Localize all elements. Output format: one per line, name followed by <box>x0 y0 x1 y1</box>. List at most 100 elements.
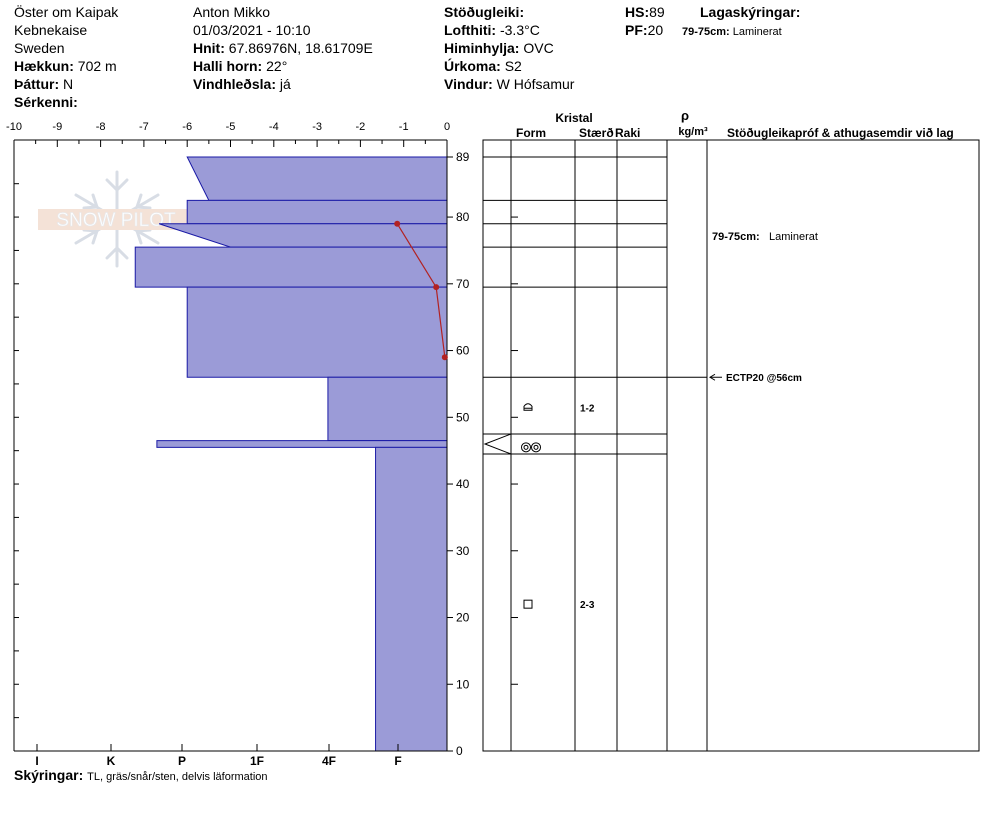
precip-label: Úrkoma: <box>444 58 501 74</box>
elevation: Hækkun: 702 m <box>14 57 117 75</box>
hs-label: HS: <box>625 4 650 20</box>
height-axis: 0 10 20 30 40 50 60 70 80 89 <box>447 150 470 758</box>
density-unit: kg/m³ <box>678 126 708 138</box>
aspect-label: Þáttur: <box>14 76 60 92</box>
wind-loading-label: Vindhleðsla: <box>193 76 276 92</box>
wind-value: W Hófsamur <box>496 76 575 92</box>
faceted-crystal-icon <box>523 599 533 609</box>
layer-notes-label: Lagaskýringar: <box>700 4 801 20</box>
precipitation: Úrkoma: S2 <box>444 57 522 75</box>
depth-hoar-icon <box>523 403 533 411</box>
height-tick-label-5: 50 <box>456 410 470 424</box>
watermark-text: SNOW PILOT <box>56 210 176 231</box>
coordinates: Hnit: 67.86976N, 18.61709E <box>193 39 373 57</box>
observer: Anton Mikko <box>193 4 271 20</box>
coords-value: 67.86976N, 18.61709E <box>228 40 373 56</box>
stability: Stöðugleiki: <box>444 3 524 21</box>
hardness-layer-3 <box>134 246 448 288</box>
hardness-layer-4 <box>186 286 448 378</box>
form-header: Form <box>516 126 546 140</box>
elevation-label: Hækkun: <box>14 58 74 74</box>
crystal-symbols: 1-2 2-3 <box>521 403 595 611</box>
temperature-points <box>394 220 448 361</box>
sky-cover: Himinhylja: OVC <box>444 39 554 57</box>
wind: Vindur: W Hófsamur <box>444 75 574 93</box>
sky-value: OVC <box>523 40 554 56</box>
aspect-value: N <box>63 76 74 92</box>
hardness-label-1: K <box>107 754 116 768</box>
density-symbol: ρ <box>681 108 689 123</box>
table-height-ticks <box>511 216 518 685</box>
hardness-layer-7 <box>375 446 448 752</box>
table-note-text: Laminerat <box>769 231 818 243</box>
height-tick-label-3: 30 <box>456 544 470 558</box>
height-tick-label-8: 80 <box>456 210 470 224</box>
sky-label: Himinhylja: <box>444 40 520 56</box>
moisture-header: Raki <box>615 126 640 140</box>
thin-layer-wedge <box>483 433 512 455</box>
layer-boundary-lines <box>483 156 707 455</box>
height-tick-label-9: 89 <box>456 150 470 164</box>
aspect: Þáttur: N <box>14 75 73 93</box>
hardness-axis: I K P 1F 4F F <box>35 744 402 768</box>
test-result: ECTP20 @56cm <box>726 373 802 384</box>
temp-tick-label-10: 0 <box>444 121 450 133</box>
height-tick-label-0: 0 <box>456 744 463 758</box>
elevation-value: 702 m <box>77 58 117 74</box>
air-temp-value: -3.3°C <box>499 22 540 38</box>
stability-label: Stöðugleiki: <box>444 4 525 20</box>
slope-value: 22° <box>266 58 288 74</box>
temp-tick-label-1: -9 <box>52 121 62 133</box>
size-header: Stærð <box>579 126 614 140</box>
pf-label: PF: <box>625 22 648 38</box>
temp-point-0 <box>394 220 401 227</box>
coords-label: Hnit: <box>193 40 225 56</box>
layer-note: 79-75cm: Laminerat <box>682 23 782 41</box>
hardness-layer-1 <box>186 199 448 225</box>
slope: Halli horn: 22° <box>193 57 287 75</box>
height-tick-label-4: 40 <box>456 477 470 491</box>
melt-freeze-icon <box>531 442 541 453</box>
hs-value: 89 <box>649 4 665 20</box>
footer-label: Skýringar: <box>14 767 84 783</box>
layer-note-text: Laminerat <box>732 26 782 38</box>
snowpilot-watermark: SNOW PILOT <box>38 170 194 268</box>
precip-value: S2 <box>504 58 522 74</box>
temp-point-2 <box>441 354 448 361</box>
air-temp-label: Lofthiti: <box>444 22 497 38</box>
temp-tick-label-6: -4 <box>269 121 279 133</box>
left-minor-ticks <box>14 183 19 752</box>
temp-tick-label-4: -6 <box>182 121 192 133</box>
temp-tick-label-8: -2 <box>356 121 366 133</box>
comments-header: Stöðugleikapróf & athugasemdir við lag <box>727 126 954 140</box>
melt-freeze-icon <box>521 442 531 453</box>
hardness-label-3: 1F <box>250 754 264 768</box>
layer-notes-title: Lagaskýringar: <box>700 3 800 21</box>
temperature-axis: -10 -9 -8 -7 -6 -5 -4 -3 -2 -1 0 <box>6 121 450 147</box>
hardness-label-5: F <box>394 754 401 768</box>
hardness-label-2: P <box>178 754 186 768</box>
hardness-label-0: I <box>35 754 38 768</box>
air-temperature: Lofthiti: -3.3°C <box>444 21 540 39</box>
temp-tick-label-3: -7 <box>139 121 149 133</box>
watermark-band <box>38 209 194 230</box>
wind-loading: Vindhleðsla: já <box>193 75 291 93</box>
layer-note-range: 79-75cm: <box>682 26 730 38</box>
temp-tick-label-5: -5 <box>226 121 236 133</box>
grain-size-label-2: 2-3 <box>580 600 595 611</box>
melt-freeze-icon <box>523 444 529 450</box>
penetration-foot: PF:20 <box>625 21 663 39</box>
hardness-layer-6 <box>156 440 448 448</box>
hardness-layer-5 <box>327 376 448 442</box>
test-arrow-icon <box>709 373 716 381</box>
hardness-label-4: 4F <box>322 754 336 768</box>
stability-test-marker: ECTP20 @56cm <box>709 373 802 384</box>
features: Sérkenni: <box>14 93 78 111</box>
snow-height: HS:89 <box>625 3 665 21</box>
hardness-layers <box>134 156 448 752</box>
layer-table-frame <box>482 139 980 752</box>
kristal-header: Kristal <box>555 111 592 125</box>
temp-tick-label-0: -10 <box>6 121 22 133</box>
temp-tick-label-2: -8 <box>96 121 106 133</box>
